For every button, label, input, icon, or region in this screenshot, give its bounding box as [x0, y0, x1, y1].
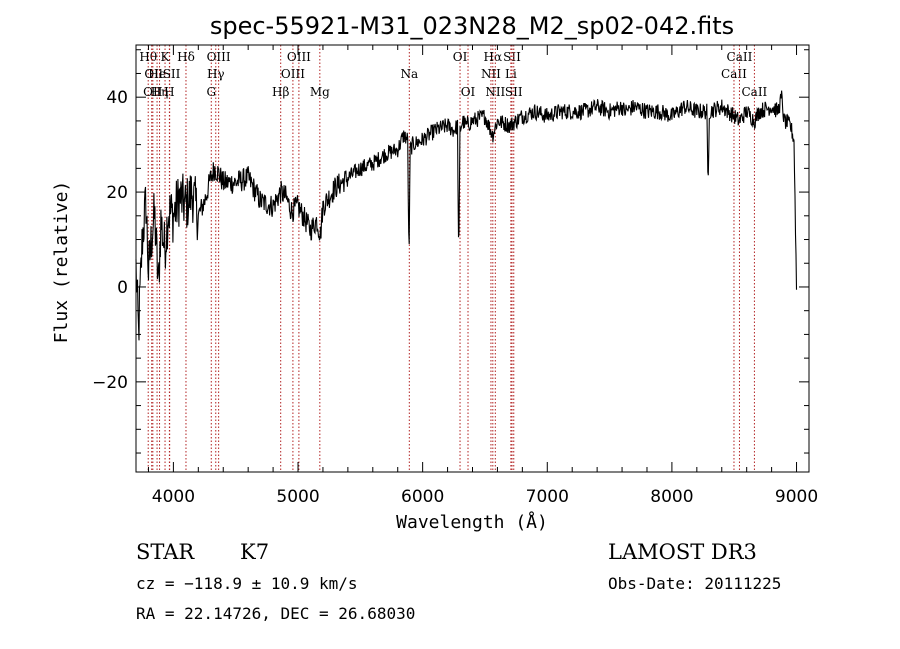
line-marker-label: Hα	[484, 50, 503, 64]
line-marker-label: Hη	[151, 85, 169, 99]
x-axis-label: Wavelength (Å)	[396, 511, 548, 533]
observation-date: Obs-Date: 20111225	[608, 574, 781, 593]
line-marker-label: NII	[481, 67, 501, 81]
y-tick-label: 40	[106, 88, 128, 108]
line-marker-label: OIII	[281, 67, 305, 81]
line-marker-label: OII	[143, 85, 163, 99]
x-tick-label: 9000	[775, 487, 818, 507]
redshift-velocity: cz = −118.9 ± 10.9 km/s	[136, 574, 358, 593]
line-marker-label: SII	[505, 85, 523, 99]
line-marker-label: Hβ	[272, 85, 289, 99]
line-marker-label: Hγ	[207, 67, 225, 81]
line-marker-layer: HθOIOIIHeHηKHlSIIHδGHγOIIIHβOIIIOIIIMgNa…	[139, 45, 768, 472]
line-marker-label: Na	[400, 67, 418, 81]
y-axis-label: Flux (relative)	[51, 181, 72, 344]
object-subclass: K7	[240, 540, 269, 564]
x-tick-label: 7000	[526, 487, 569, 507]
object-class: STAR	[136, 540, 195, 564]
line-marker-label: He	[148, 67, 166, 81]
line-marker-label: CaII	[741, 85, 767, 99]
line-marker-label: lSII	[159, 67, 181, 81]
survey-name: LAMOST DR3	[608, 540, 757, 564]
line-marker-label: CaII	[721, 67, 747, 81]
line-marker-label: OI	[453, 50, 468, 64]
line-marker-label: Hδ	[177, 50, 195, 64]
x-tick-label: 4000	[152, 487, 195, 507]
y-tick-label: 0	[117, 278, 128, 298]
line-marker-label: Mg	[310, 85, 330, 99]
spectrum-series	[135, 90, 798, 341]
x-tick-label: 8000	[650, 487, 693, 507]
line-marker-label: SII	[503, 50, 521, 64]
line-marker-label: Hθ	[139, 50, 157, 64]
line-marker-label: OI	[461, 85, 476, 99]
y-tick-label: −20	[92, 373, 128, 393]
y-tick-label: 20	[106, 183, 128, 203]
line-marker-label: OIII	[287, 50, 311, 64]
line-marker-label: NII	[485, 85, 505, 99]
x-tick-label: 6000	[401, 487, 444, 507]
chart-title: spec-55921-M31_023N28_M2_sp02-042.fits	[210, 12, 734, 40]
line-marker-label: K	[161, 50, 171, 64]
line-marker-label: OIII	[207, 50, 231, 64]
x-tick-label: 5000	[276, 487, 319, 507]
line-marker-label: CaII	[727, 50, 753, 64]
line-marker-label: G	[206, 85, 216, 99]
spectrum-layer	[135, 90, 798, 341]
line-marker-label: Li	[505, 67, 517, 81]
axis-ticks: 4000 5000 6000 7000 8000 9000 −20 0 20 40	[92, 45, 818, 507]
line-marker-label: OI	[144, 67, 159, 81]
coordinates: RA = 22.14726, DEC = 26.68030	[136, 604, 415, 623]
